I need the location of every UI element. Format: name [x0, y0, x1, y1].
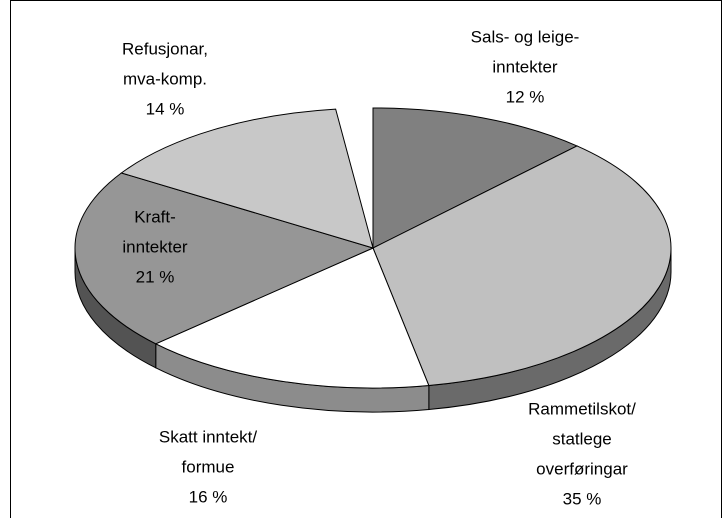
- value-label: 12 %: [506, 87, 545, 106]
- category-label: inntekter: [492, 57, 558, 76]
- slice: [372, 107, 579, 249]
- value-label: 16 %: [189, 487, 228, 506]
- slice: [120, 108, 374, 249]
- category-label: Skatt inntekt/: [159, 427, 258, 446]
- value-label: 35 %: [563, 489, 602, 508]
- slice-label: Skatt inntekt/formue 16 %: [159, 427, 258, 506]
- slice: [154, 247, 430, 389]
- category-label: Sals- og leige-: [471, 27, 580, 46]
- value-label: 14 %: [146, 99, 185, 118]
- category-label: overføringar: [536, 459, 628, 478]
- category-label: inntekter: [122, 237, 188, 256]
- category-label: formue: [182, 457, 235, 476]
- category-label: mva-komp.: [123, 69, 207, 88]
- category-label: Rammetilskot/: [528, 399, 636, 418]
- slice: [74, 172, 375, 345]
- slice-label: Rammetilskot/statlege overføringar 35 %: [528, 399, 636, 508]
- slice-label: Refusjonar, mva-komp. 14 %: [122, 39, 208, 118]
- category-label: Refusjonar,: [122, 39, 208, 58]
- category-label: statlege: [552, 429, 612, 448]
- slice: [372, 145, 672, 387]
- slice-label: Kraft-inntekter 21 %: [122, 207, 188, 286]
- value-label: 21 %: [136, 267, 175, 286]
- category-label: Kraft-: [134, 207, 176, 226]
- slice-label: Sals- og leige-inntekter 12 %: [471, 27, 580, 106]
